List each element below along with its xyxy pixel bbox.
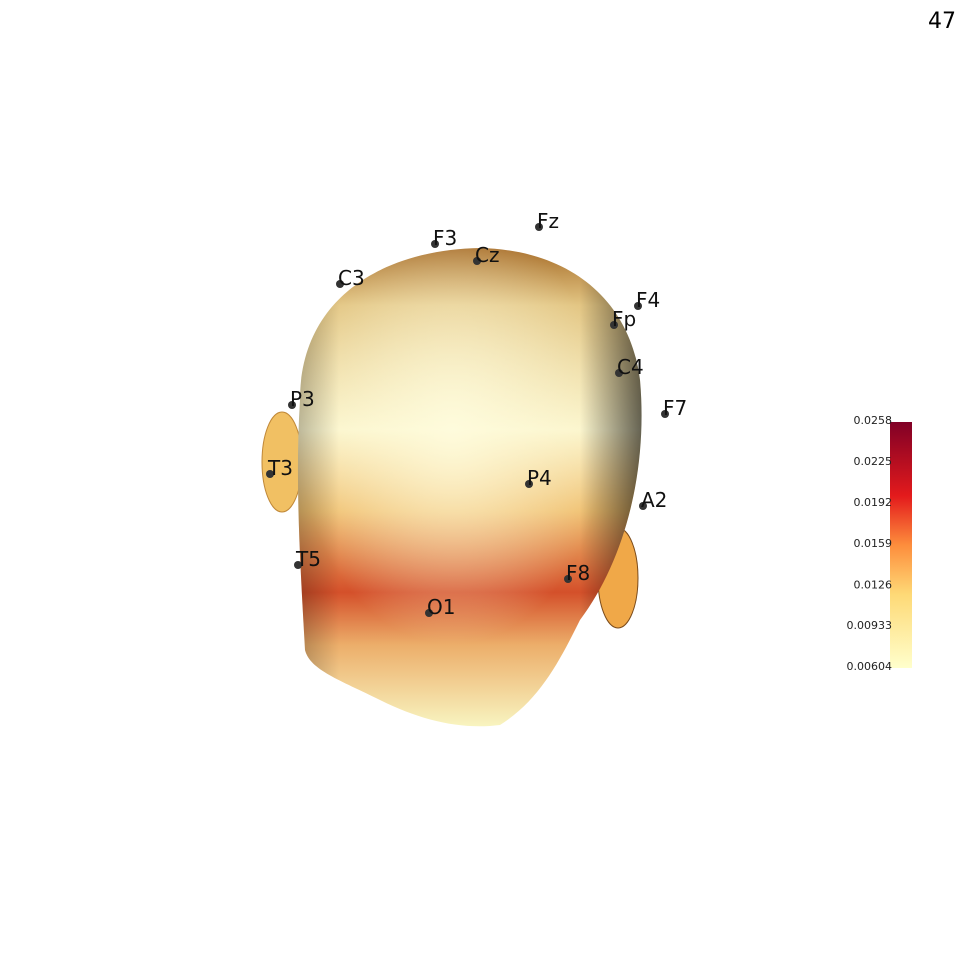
tick-label: 0.0225 <box>854 455 893 468</box>
electrode-label: Fz <box>537 209 559 233</box>
electrode-dot <box>535 223 543 231</box>
shading <box>297 248 642 727</box>
electrode-dot <box>525 480 533 488</box>
electrode-label: Cz <box>475 243 499 267</box>
electrode-label: F7 <box>663 396 687 420</box>
electrode-dot <box>564 575 572 583</box>
electrode-label: O1 <box>427 595 455 619</box>
electrode-dot <box>266 470 274 478</box>
electrode-label: F4 <box>636 288 660 312</box>
colorbar-ticks: 0.0258 0.0225 0.0192 0.0159 0.0126 0.00933 0.0… <box>847 414 893 673</box>
electrode-dot <box>431 240 439 248</box>
electrode-label: P3 <box>290 387 315 411</box>
electrode-dot <box>425 609 433 617</box>
electrode-dot <box>294 561 302 569</box>
electrode-label: C4 <box>617 355 644 379</box>
electrode-dot <box>639 502 647 510</box>
head <box>261 248 642 727</box>
electrode-label: T5 <box>295 547 321 571</box>
electrode-label: T3 <box>267 456 293 480</box>
tick-label: 0.0192 <box>854 496 893 509</box>
electrode-label: F3 <box>433 226 457 250</box>
electrode-dot <box>610 321 618 329</box>
frame-number: 47 <box>928 9 956 34</box>
electrode-dot <box>661 410 669 418</box>
tick-label: 0.0126 <box>854 578 893 591</box>
electrode-label: F8 <box>566 561 590 585</box>
electrode-dot <box>615 369 623 377</box>
tick-label: 0.0258 <box>854 414 893 427</box>
electrode-label: C3 <box>338 266 365 290</box>
colorbar <box>890 422 912 668</box>
electrode-dot <box>634 302 642 310</box>
electrode-dot <box>288 401 296 409</box>
electrode-dot <box>473 257 481 265</box>
tick-label: 0.00604 <box>847 660 893 673</box>
tick-label: 0.00933 <box>847 619 893 632</box>
electrode-dot <box>336 280 344 288</box>
electrode-label: Fp <box>612 307 636 331</box>
tick-label: 0.0159 <box>854 537 893 550</box>
electrode-label: A2 <box>641 488 667 512</box>
electrode-label: P4 <box>527 466 552 490</box>
